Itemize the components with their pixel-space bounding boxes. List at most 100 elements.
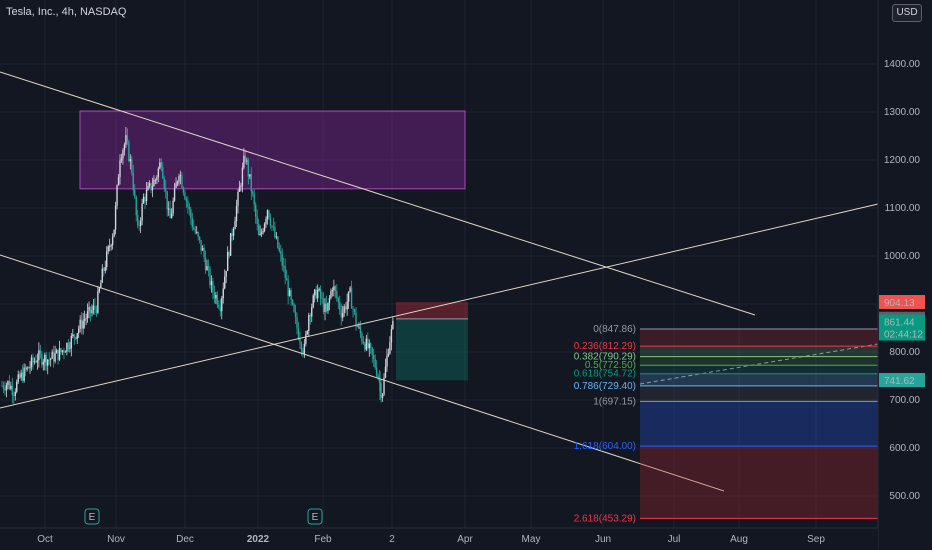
candle — [165, 188, 167, 191]
candle — [8, 380, 11, 389]
candle — [70, 335, 73, 349]
earnings-icon-label: E — [312, 512, 319, 523]
time-tick-label: Jul — [668, 534, 681, 545]
candle — [375, 367, 378, 376]
candle — [191, 218, 193, 228]
candle — [222, 288, 224, 299]
fib-band — [640, 365, 878, 374]
candle — [253, 193, 255, 205]
candle — [175, 183, 177, 188]
candle — [14, 391, 16, 396]
candle — [173, 187, 176, 201]
candle — [257, 223, 260, 235]
candle — [47, 359, 49, 366]
candle — [226, 251, 229, 271]
candle — [334, 286, 337, 292]
candle — [240, 185, 242, 188]
candle — [182, 187, 185, 193]
candle — [122, 150, 124, 159]
fib-trend-line[interactable] — [639, 343, 879, 385]
candle — [384, 366, 387, 378]
candle — [190, 209, 192, 219]
time-axis[interactable]: Oct Nov Dec 2022 Feb 2 Apr May Jun Jul Aug Sep E E — [0, 508, 878, 550]
candle — [17, 374, 19, 382]
stop-loss-zone[interactable] — [396, 302, 468, 319]
candle — [94, 305, 96, 309]
candle — [265, 218, 267, 224]
candle — [243, 155, 245, 168]
candle — [142, 196, 145, 204]
candle — [238, 187, 241, 192]
candle — [368, 343, 370, 349]
fib-level-label: 1(697.15) — [593, 396, 636, 407]
candle — [73, 334, 75, 338]
fib-band — [640, 385, 878, 402]
candle — [39, 350, 42, 354]
candle — [150, 183, 152, 191]
candle — [134, 190, 136, 197]
candle — [138, 225, 140, 227]
candle — [110, 245, 112, 247]
candle — [324, 303, 326, 312]
time-axis-bg — [0, 528, 878, 550]
candle — [218, 304, 220, 308]
candle — [160, 162, 162, 168]
candle — [386, 355, 388, 367]
candle — [271, 225, 273, 227]
trendline-support[interactable] — [0, 203, 879, 409]
candle — [119, 160, 121, 178]
candle — [157, 168, 160, 178]
price-tick-label: 1000.00 — [884, 251, 921, 262]
candle — [327, 302, 329, 312]
candle — [54, 353, 56, 362]
candle — [215, 294, 217, 299]
fib-retracement[interactable]: 0(847.86) 0.236(812.29)0.382(790.29)0.5(7… — [574, 324, 878, 524]
candle — [209, 268, 211, 286]
candle — [287, 280, 289, 297]
earnings-icon[interactable] — [307, 508, 323, 525]
candle — [200, 239, 202, 251]
candle — [234, 221, 236, 230]
candle — [26, 367, 28, 370]
fib-level-label: 0(847.86) — [593, 324, 636, 335]
candle — [92, 305, 95, 311]
fib-band — [640, 346, 878, 357]
profit-target-zone[interactable] — [396, 318, 468, 381]
candle — [330, 290, 332, 299]
candle — [252, 191, 254, 194]
candle — [362, 341, 365, 344]
candle — [42, 362, 44, 365]
candle — [266, 210, 269, 219]
countdown-label: 02:44:12 — [884, 330, 923, 341]
earnings-icon[interactable] — [84, 508, 100, 525]
candle — [275, 236, 278, 238]
price-axis[interactable]: 500.00600.00700.00800.00900.001000.00110… — [877, 0, 932, 550]
trendline-upper[interactable] — [0, 71, 756, 316]
price-tick-label: 1100.00 — [885, 203, 921, 214]
candle — [228, 251, 230, 256]
resistance-zone[interactable] — [79, 110, 466, 190]
trendline-lower[interactable] — [0, 254, 725, 492]
candle — [381, 394, 384, 398]
candle — [79, 319, 81, 329]
candle — [260, 232, 263, 234]
candle — [10, 385, 12, 389]
candle — [30, 357, 33, 368]
candle — [367, 338, 369, 349]
price-tick-label: 600.00 — [889, 443, 920, 454]
candle — [196, 232, 198, 233]
trendlines[interactable] — [0, 71, 879, 492]
candle — [269, 218, 272, 226]
candle — [342, 312, 344, 318]
candle — [262, 231, 264, 233]
candle — [44, 354, 46, 363]
candle — [294, 311, 297, 318]
drawings[interactable] — [79, 110, 468, 381]
fib-level-label: 1.618(604.00) — [574, 441, 636, 452]
candle — [36, 360, 39, 363]
candle — [305, 333, 307, 344]
currency-button[interactable]: USD — [892, 4, 922, 22]
candle — [125, 135, 127, 145]
candle — [185, 199, 188, 201]
